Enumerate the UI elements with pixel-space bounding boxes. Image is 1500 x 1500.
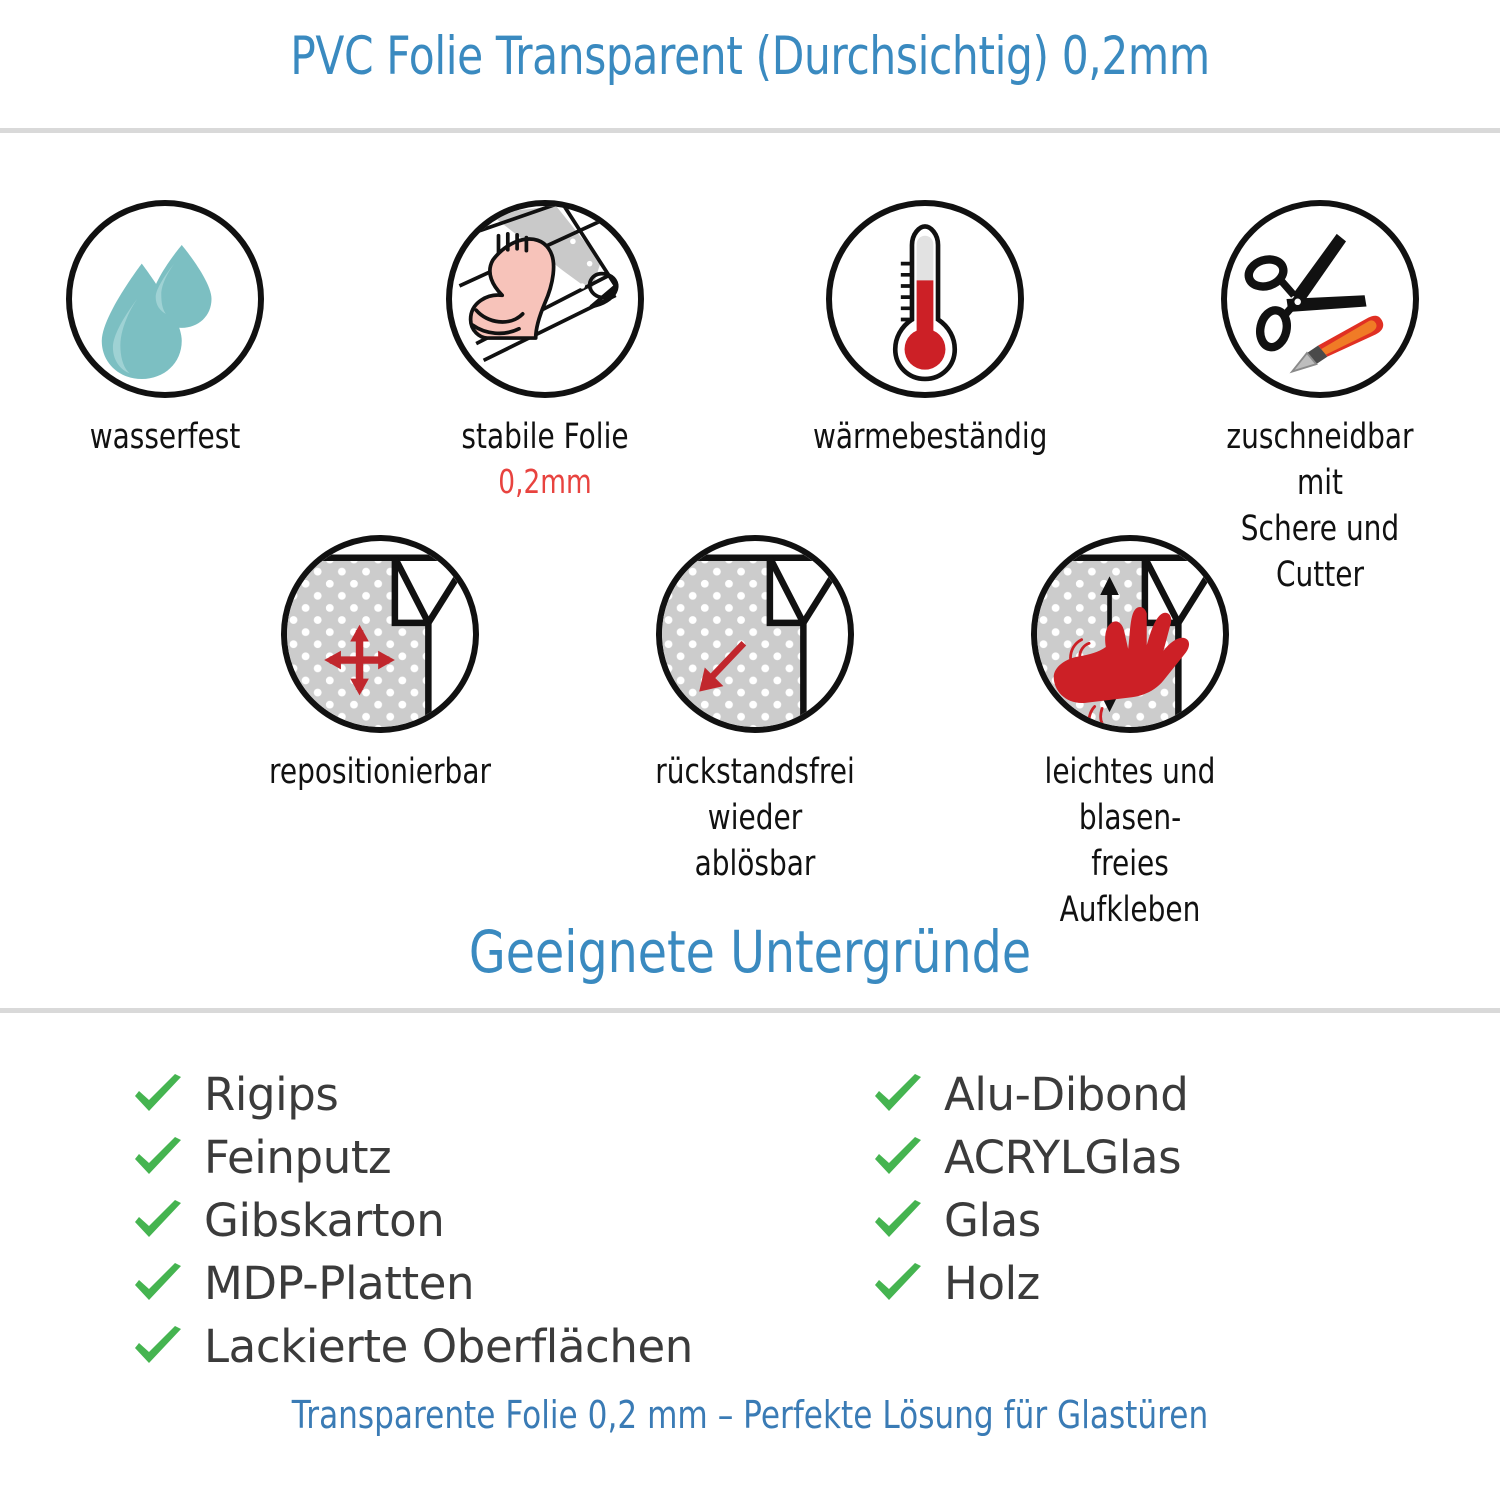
feature-label: wärmebeständig: [813, 417, 1048, 457]
divider-middle: [0, 1008, 1500, 1013]
film-peel-arrow-icon: [656, 535, 854, 733]
section-title: Geeignete Untergründe: [468, 918, 1032, 986]
feature-label-line2: freies Aufkleben: [1059, 844, 1201, 930]
feature-label: repositionierbar: [268, 749, 492, 795]
checklist-right: Alu-Dibond ACRYLGlas Glas Holz: [870, 1063, 1189, 1315]
list-item-label: Rigips: [204, 1068, 339, 1121]
scissors-cutter-icon: [1221, 200, 1419, 398]
list-item: Glas: [870, 1189, 1188, 1252]
list-item-label: Alu-Dibond: [944, 1068, 1189, 1121]
thermometer-icon: [826, 200, 1024, 398]
check-icon: [130, 1323, 186, 1371]
list-item: MDP-Platten: [130, 1252, 693, 1315]
feature-label-line1: repositionierbar: [269, 752, 491, 792]
list-item-label: ACRYLGlas: [944, 1131, 1182, 1184]
checklist-left: Rigips Feinputz Gibskarton MDP-Platten L…: [130, 1063, 693, 1378]
feature-label: stabile Folie: [461, 417, 629, 457]
list-item: Lackierte Oberflächen: [130, 1315, 693, 1378]
check-icon: [130, 1260, 186, 1308]
feature-label-line1: leichtes und blasen-: [1044, 752, 1216, 838]
list-item-label: Gibskarton: [204, 1194, 445, 1247]
list-item-label: Lackierte Oberflächen: [204, 1320, 693, 1373]
feature-label: leichtes und blasen- freies Aufkleben: [1018, 749, 1242, 933]
list-item: ACRYLGlas: [870, 1126, 1188, 1189]
list-item-label: Holz: [944, 1257, 1040, 1310]
feature-rueckstandsfrei: rückstandsfrei wieder ablösbar: [615, 535, 895, 887]
flexed-arm-film-icon: [446, 200, 644, 398]
list-item: Feinputz: [130, 1126, 693, 1189]
check-icon: [870, 1134, 926, 1182]
feature-label-line2: wieder ablösbar: [694, 798, 816, 884]
list-item: Alu-Dibond: [870, 1063, 1189, 1126]
footer-tagline: Transparente Folie 0,2 mm – Perfekte Lös…: [291, 1393, 1209, 1437]
feature-stabile-folie: stabile Folie 0,2mm: [405, 200, 685, 501]
check-icon: [130, 1134, 186, 1182]
feature-label: wasserfest: [89, 417, 241, 457]
check-icon: [130, 1197, 186, 1245]
feature-label: rückstandsfrei wieder ablösbar: [643, 749, 867, 887]
water-drops-icon: [66, 200, 264, 398]
feature-repositionierbar: repositionierbar: [240, 535, 520, 795]
check-icon: [870, 1071, 926, 1119]
list-item-label: MDP-Platten: [204, 1257, 475, 1310]
film-four-way-arrow-icon: [281, 535, 479, 733]
list-item-label: Feinputz: [204, 1131, 392, 1184]
film-hand-smooth-icon: [1031, 535, 1229, 733]
feature-aufkleben: leichtes und blasen- freies Aufkleben: [990, 535, 1270, 933]
list-item: Rigips: [130, 1063, 693, 1126]
feature-label-line1: rückstandsfrei: [655, 752, 855, 792]
check-icon: [870, 1260, 926, 1308]
check-icon: [870, 1197, 926, 1245]
feature-waermebestaendig: wärmebeständig: [785, 200, 1065, 460]
list-item-label: Glas: [944, 1194, 1041, 1247]
feature-label: zuschneidbar mit Schere und Cutter: [1208, 414, 1432, 598]
list-item: Holz: [870, 1252, 1188, 1315]
page-title: PVC Folie Transparent (Durchsichtig) 0,2…: [290, 26, 1210, 87]
feature-label-line2: Schere und Cutter: [1240, 509, 1400, 595]
divider-top: [0, 128, 1500, 133]
feature-zuschneidbar: zuschneidbar mit Schere und Cutter: [1180, 200, 1460, 598]
check-icon: [130, 1071, 186, 1119]
feature-label-line1: zuschneidbar mit: [1226, 417, 1414, 503]
feature-wasserfest: wasserfest: [25, 200, 305, 460]
feature-thickness-label: 0,2mm: [498, 462, 592, 501]
list-item: Gibskarton: [130, 1189, 693, 1252]
